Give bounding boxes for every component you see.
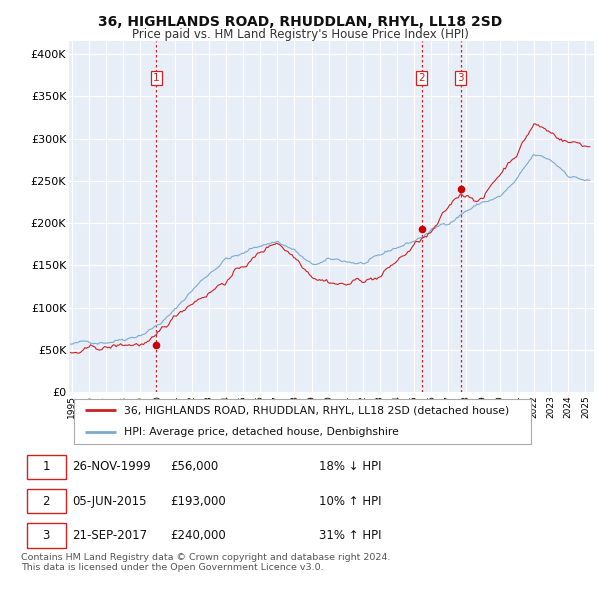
Text: 18% ↓ HPI: 18% ↓ HPI [319, 460, 382, 474]
Text: Price paid vs. HM Land Registry's House Price Index (HPI): Price paid vs. HM Land Registry's House … [131, 28, 469, 41]
Text: 2: 2 [43, 494, 50, 507]
Text: 36, HIGHLANDS ROAD, RHUDDLAN, RHYL, LL18 2SD: 36, HIGHLANDS ROAD, RHUDDLAN, RHYL, LL18… [98, 15, 502, 29]
Text: 26-NOV-1999: 26-NOV-1999 [73, 460, 151, 474]
FancyBboxPatch shape [27, 454, 65, 479]
Text: Contains HM Land Registry data © Crown copyright and database right 2024.
This d: Contains HM Land Registry data © Crown c… [21, 553, 391, 572]
Text: 3: 3 [43, 529, 50, 542]
Text: £193,000: £193,000 [170, 494, 226, 507]
Text: 1: 1 [153, 73, 160, 83]
Text: 21-SEP-2017: 21-SEP-2017 [73, 529, 148, 542]
Text: £240,000: £240,000 [170, 529, 226, 542]
Text: 10% ↑ HPI: 10% ↑ HPI [319, 494, 382, 507]
FancyBboxPatch shape [27, 489, 65, 513]
Text: HPI: Average price, detached house, Denbighshire: HPI: Average price, detached house, Denb… [124, 427, 399, 437]
FancyBboxPatch shape [74, 399, 531, 444]
Text: 3: 3 [458, 73, 464, 83]
Text: 2: 2 [418, 73, 425, 83]
FancyBboxPatch shape [27, 523, 65, 548]
Text: 1: 1 [43, 460, 50, 474]
Text: 31% ↑ HPI: 31% ↑ HPI [319, 529, 382, 542]
Text: 05-JUN-2015: 05-JUN-2015 [73, 494, 147, 507]
Text: £56,000: £56,000 [170, 460, 218, 474]
Text: 36, HIGHLANDS ROAD, RHUDDLAN, RHYL, LL18 2SD (detached house): 36, HIGHLANDS ROAD, RHUDDLAN, RHYL, LL18… [124, 405, 509, 415]
